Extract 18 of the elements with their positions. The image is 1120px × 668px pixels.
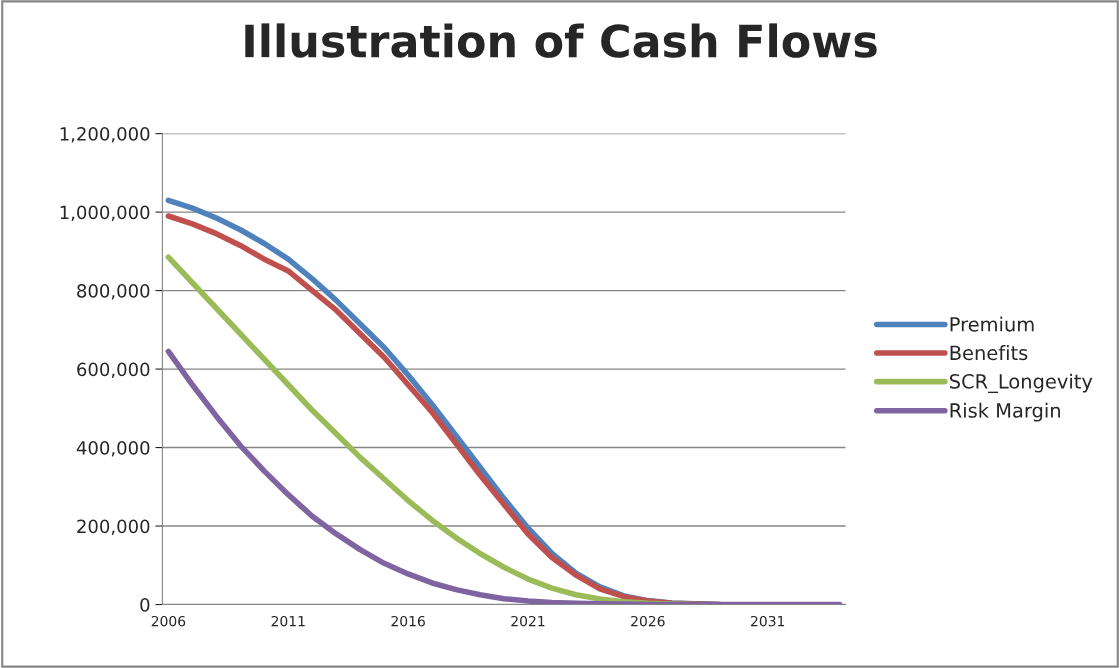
chart-title: Illustration of Cash Flows <box>245 23 877 58</box>
legend-label: Risk Margin <box>950 402 1060 422</box>
y-tick-label: 200,000 <box>77 519 150 536</box>
y-tick-label: 400,000 <box>76 441 150 457</box>
y-tick-label: 1,200,000 <box>60 127 150 143</box>
y-tick-label: 1,000,000 <box>60 205 150 222</box>
x-tick-label: 2021 <box>511 615 545 627</box>
y-tick-label: 800,000 <box>77 284 150 300</box>
legend-label: SCR_Longevity <box>949 373 1093 394</box>
x-tick-label: 2026 <box>631 615 665 627</box>
x-tick-label: 2006 <box>151 615 186 627</box>
legend-label: Premium <box>950 316 1034 332</box>
y-tick-label: 600,000 <box>77 362 150 379</box>
legend-label: Benefits <box>950 345 1028 361</box>
x-tick-label: 2031 <box>751 615 785 627</box>
y-tick-label: 0 <box>140 598 150 612</box>
x-tick-label: 2011 <box>271 615 305 627</box>
x-tick-label: 2016 <box>391 615 425 627</box>
